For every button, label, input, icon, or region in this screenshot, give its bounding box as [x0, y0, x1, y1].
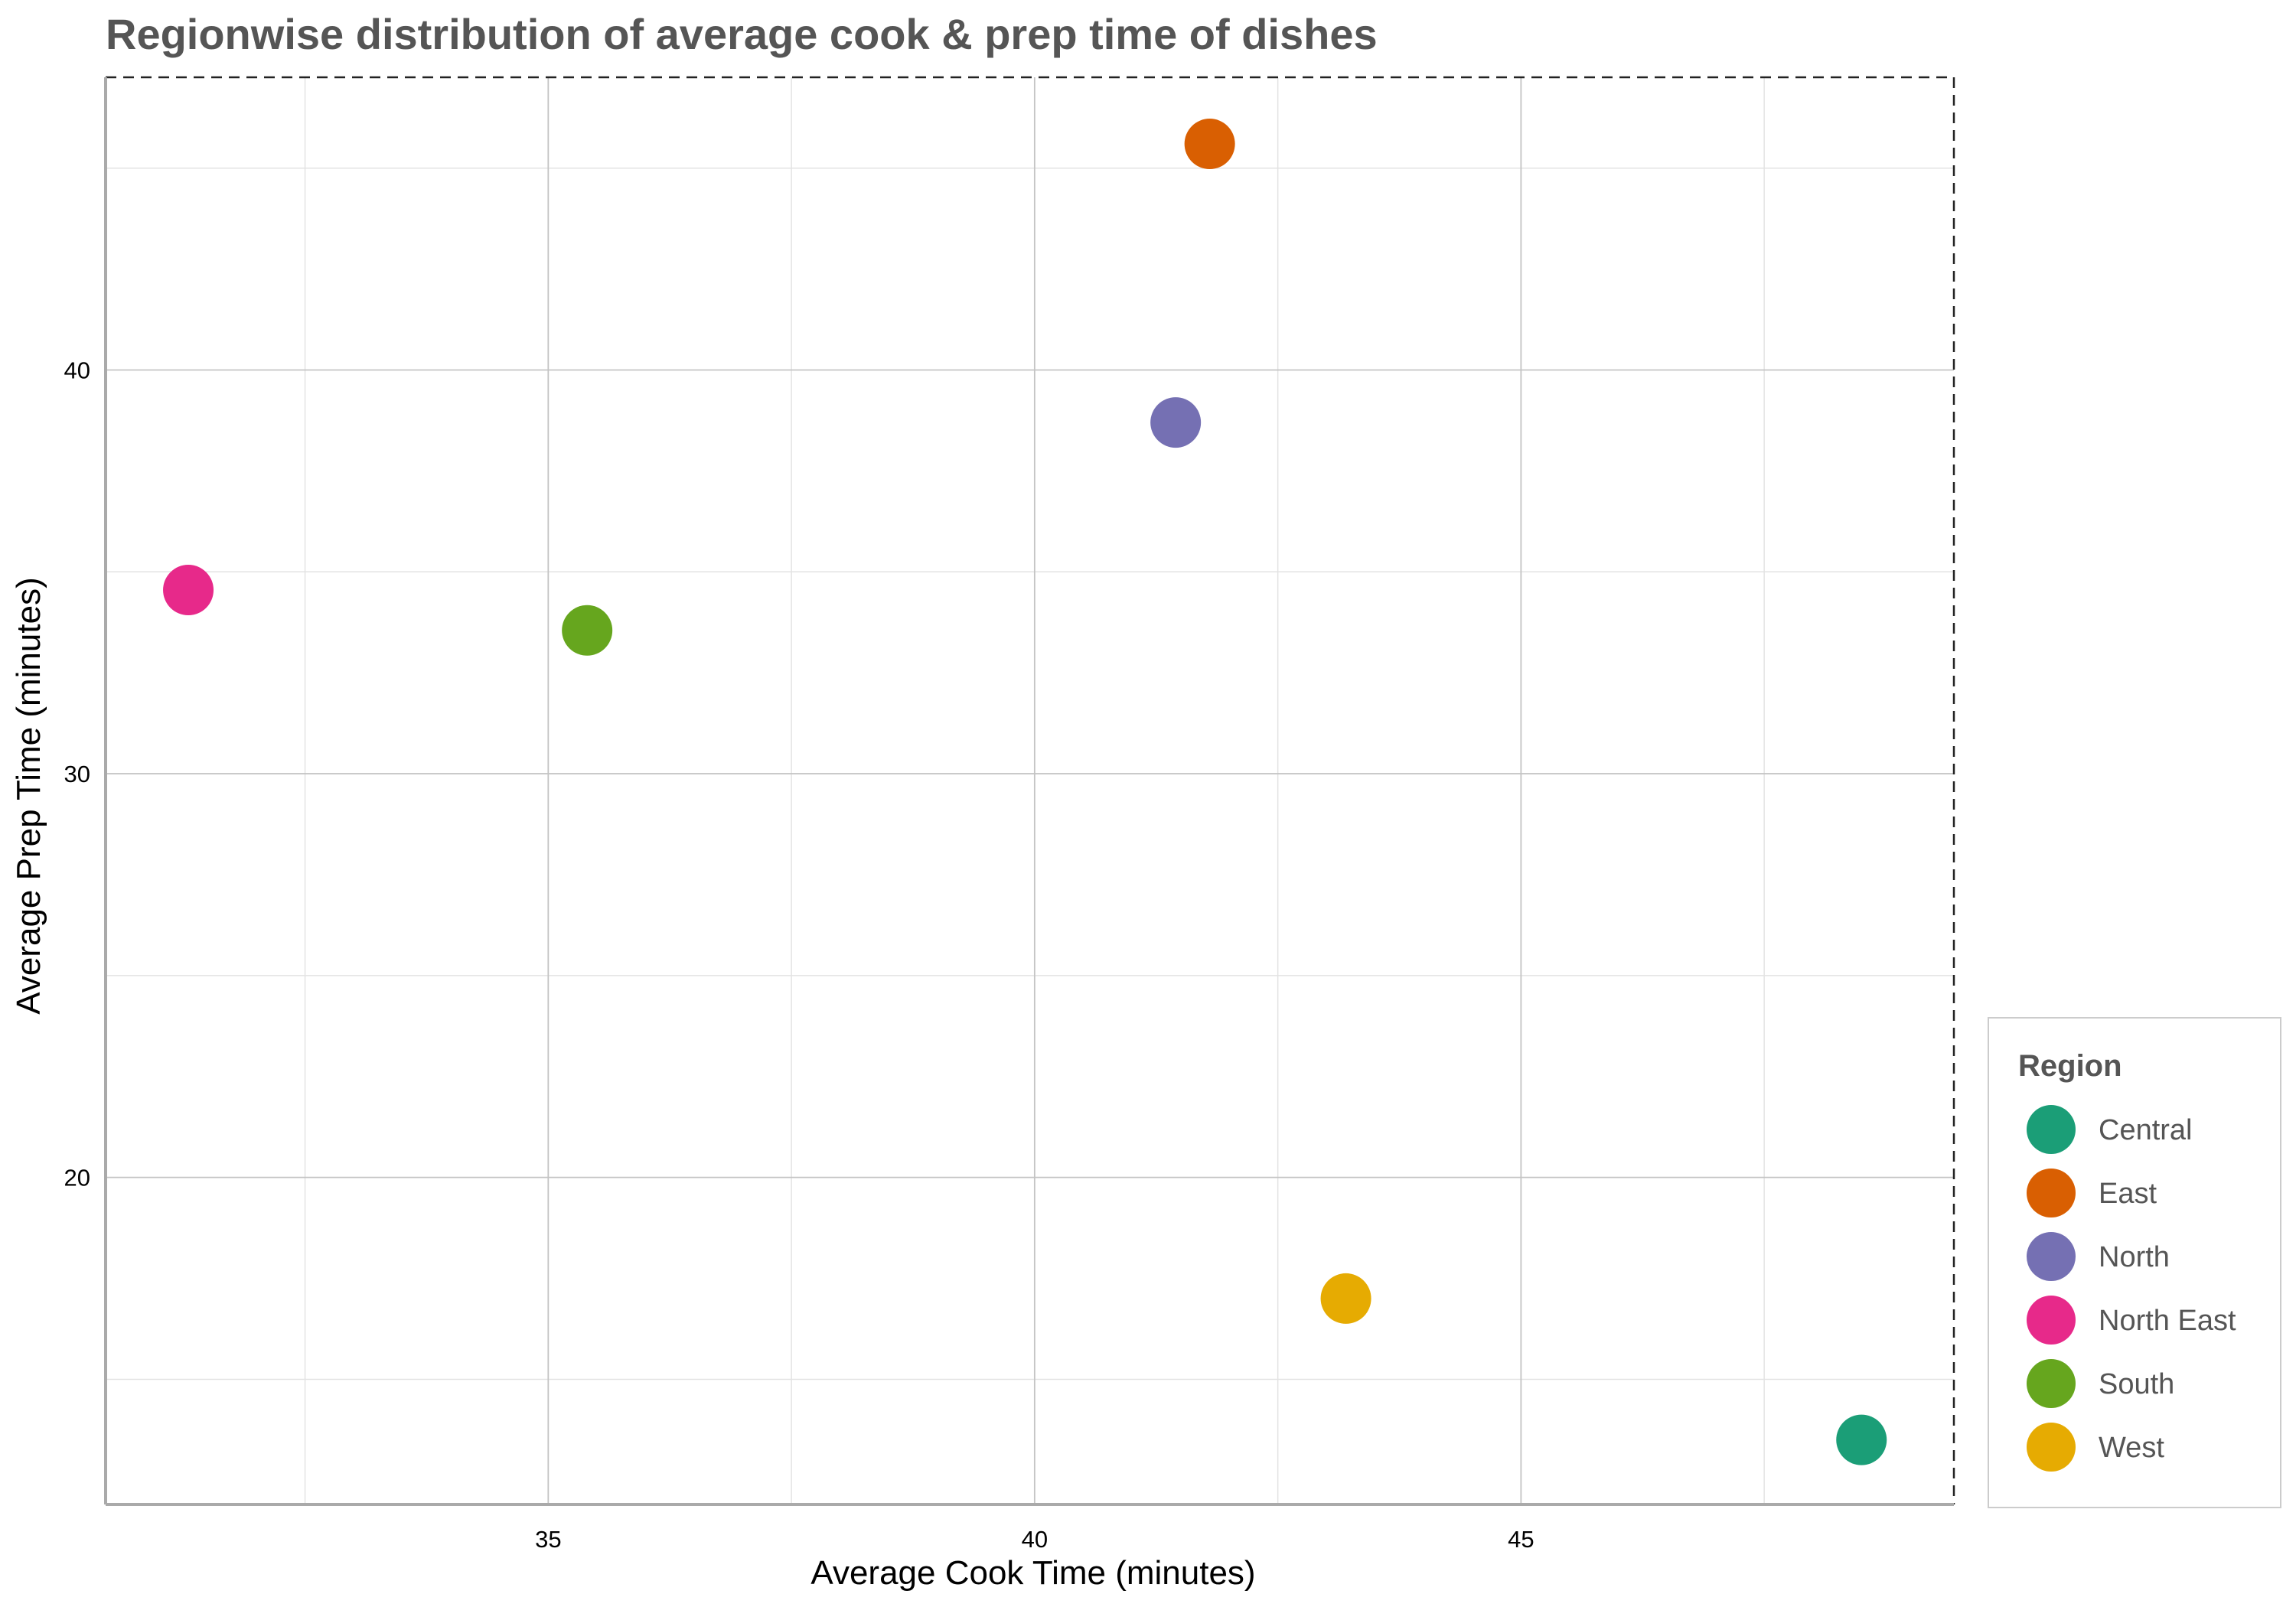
legend-label: North [2099, 1241, 2170, 1273]
data-point-west [1320, 1273, 1371, 1324]
legend: Region Central East North North East South We… [1988, 1017, 2281, 1508]
x-tick-label: 40 [1022, 1526, 1048, 1553]
x-axis-title: Average Cook Time (minutes) [810, 1554, 1255, 1592]
legend-title: Region [2018, 1049, 2122, 1083]
legend-label: Central [2099, 1114, 2193, 1146]
x-tick-label: 35 [535, 1526, 561, 1553]
legend-label: South [2099, 1368, 2174, 1400]
legend-label: East [2099, 1178, 2157, 1210]
chart-title: Regionwise distribution of average cook … [106, 10, 1378, 58]
legend-key-north [2027, 1232, 2076, 1281]
x-tick-label: 45 [1508, 1526, 1534, 1553]
axis-ticks: 35 40 45 20 30 40 [64, 357, 1534, 1553]
legend-box [1988, 1017, 2281, 1508]
legend-items: Central East North North East South West [2027, 1105, 2236, 1472]
y-axis-title: Average Prep Time (minutes) [10, 577, 47, 1014]
plot-frame [104, 76, 1955, 1506]
legend-key-east [2027, 1169, 2076, 1217]
legend-key-south [2027, 1359, 2076, 1408]
grid-lines [106, 77, 1954, 1504]
y-tick-label: 20 [64, 1165, 90, 1191]
legend-label: North East [2099, 1305, 2236, 1337]
data-point-south [562, 605, 613, 656]
y-tick-label: 40 [64, 357, 90, 383]
y-tick-label: 30 [64, 761, 90, 787]
legend-label: West [2099, 1432, 2164, 1464]
data-point-central [1836, 1414, 1887, 1465]
legend-key-north-east [2027, 1296, 2076, 1345]
legend-key-west [2027, 1423, 2076, 1472]
data-point-east [1184, 119, 1235, 170]
data-point-north-east [163, 565, 214, 616]
data-point-north [1150, 397, 1202, 448]
data-points [163, 119, 1887, 1465]
legend-key-central [2027, 1105, 2076, 1154]
